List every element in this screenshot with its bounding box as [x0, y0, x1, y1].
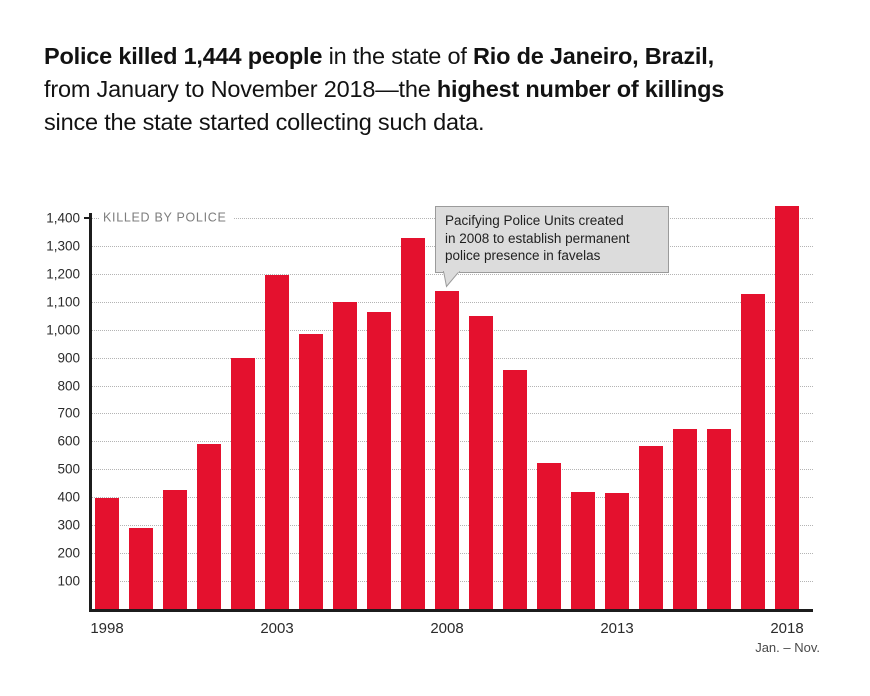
y-tick-label-100: 100	[57, 573, 80, 589]
bar-2007	[401, 237, 425, 609]
y-tick-label-400: 400	[57, 489, 80, 505]
x-axis-baseline	[89, 609, 813, 612]
bar-2006	[367, 312, 391, 609]
y-axis-line	[89, 213, 92, 609]
headline-text: from January to November 2018—the	[44, 76, 437, 102]
y-tick-label-200: 200	[57, 545, 80, 561]
bar-2012	[571, 491, 595, 609]
bar-2011	[537, 462, 561, 609]
x-tick-label-2018: 2018	[770, 620, 804, 637]
bar-2009	[469, 316, 493, 609]
bar-2016	[707, 428, 731, 609]
x-tick-label-2008: 2008	[430, 620, 464, 637]
annotation-box: Pacifying Police Units created in 2008 t…	[435, 206, 669, 273]
y-tick-label-1300: 1,300	[46, 238, 80, 254]
bar-2015	[673, 428, 697, 609]
bar-2003	[265, 275, 289, 609]
x-tick-label-2003: 2003	[260, 620, 294, 637]
y-axis-title: KILLED BY POLICE	[100, 209, 234, 226]
y-tick-label-1000: 1,000	[46, 322, 80, 338]
headline-line: since the state started collecting such …	[44, 106, 844, 139]
headline-line: Police killed 1,444 people in the state …	[44, 40, 844, 73]
bar-2010	[503, 370, 527, 609]
headline-text: since the state started collecting such …	[44, 109, 485, 135]
headline-emphasis: Police killed 1,444 people	[44, 43, 323, 69]
headline-line: from January to November 2018—the highes…	[44, 73, 844, 106]
y-tick-label-900: 900	[57, 350, 80, 366]
bar-1998	[95, 498, 119, 609]
bar-2008	[435, 291, 459, 609]
headline-emphasis: highest number of killings	[436, 76, 725, 102]
bar-2004	[299, 334, 323, 609]
y-tick-label-1400: 1,400	[46, 210, 80, 226]
y-tick-label-700: 700	[57, 405, 80, 421]
x-tick-label-1998: 1998	[90, 620, 124, 637]
bar-2017	[741, 294, 765, 609]
bar-2001	[197, 443, 221, 609]
y-axis-top-tick	[84, 217, 90, 219]
bar-2000	[163, 489, 187, 609]
bar-2018	[775, 205, 799, 609]
headline-emphasis: Rio de Janeiro, Brazil,	[473, 43, 714, 69]
y-tick-label-800: 800	[57, 378, 80, 394]
bars-container	[95, 204, 799, 609]
y-tick-label-1200: 1,200	[46, 266, 80, 282]
headline: Police killed 1,444 people in the state …	[44, 40, 844, 139]
y-tick-label-500: 500	[57, 461, 80, 477]
x-axis-subnote: Jan. – Nov.	[755, 640, 820, 655]
bar-2005	[333, 302, 357, 609]
y-tick-label-300: 300	[57, 517, 80, 533]
x-tick-label-2013: 2013	[600, 620, 634, 637]
headline-text: in the state of	[322, 43, 473, 69]
y-tick-label-600: 600	[57, 433, 80, 449]
bar-2002	[231, 357, 255, 609]
y-tick-label-1100: 1,100	[46, 294, 80, 310]
bar-1999	[129, 528, 153, 609]
bar-2013	[605, 492, 629, 609]
annotation-pointer	[443, 271, 461, 288]
bar-2014	[639, 445, 663, 609]
plot-area: KILLED BY POLICE Pacifying Police Units …	[46, 204, 820, 655]
